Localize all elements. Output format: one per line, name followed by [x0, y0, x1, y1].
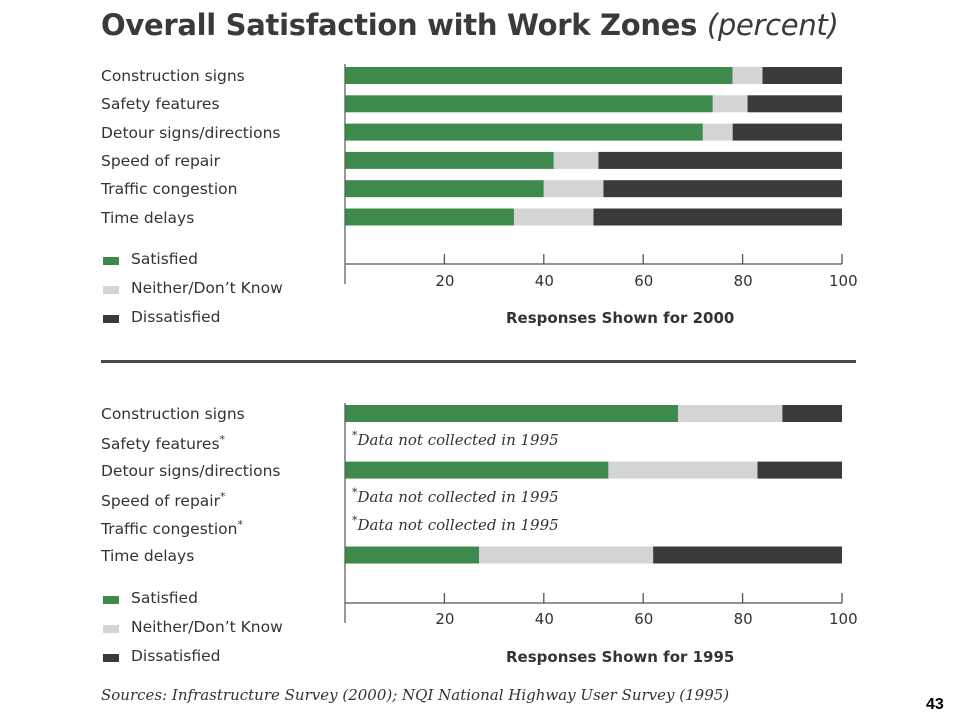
category-label: Safety features [101, 95, 220, 114]
category-label: Traffic congestion* [101, 518, 243, 539]
x-tick-label: 40 [534, 610, 554, 628]
x-tick-label: 60 [634, 272, 654, 290]
bar-segment-satisfied [345, 180, 544, 198]
bar-segment-dissatisfied [732, 123, 842, 141]
legend-label: Neither/Don’t Know [131, 618, 283, 636]
sources-note: Sources: Infrastructure Survey (2000); N… [101, 686, 730, 704]
not-collected-note: *Data not collected in 1995 [352, 485, 559, 506]
bar-segment-satisfied [345, 208, 514, 226]
title-text: Overall Satisfaction with Work Zones [101, 8, 698, 42]
panel-divider [101, 360, 856, 363]
bar-segment-neither [543, 180, 604, 198]
bar-segment-dissatisfied [653, 546, 842, 564]
asterisk-mark: * [219, 489, 226, 503]
legend-swatch-satisfied [103, 257, 119, 265]
category-label: Safety features* [101, 433, 226, 454]
not-collected-note: *Data not collected in 1995 [352, 429, 559, 450]
category-label: Detour signs/directions [101, 123, 281, 142]
bar-segment-dissatisfied [762, 67, 842, 84]
asterisk-mark: * [237, 518, 243, 532]
x-tick-label: 20 [435, 272, 455, 290]
x-tick-label: 100 [829, 272, 858, 290]
asterisk-mark: * [219, 433, 226, 447]
category-label: Time delays [101, 546, 195, 565]
legend-swatch-dissatisfied [103, 315, 119, 323]
legend-swatch-satisfied [103, 596, 119, 604]
category-label: Detour signs/directions [101, 461, 281, 480]
asterisk-mark: * [352, 514, 358, 528]
x-tick-label: 100 [829, 610, 858, 628]
bar-segment-neither [712, 95, 748, 113]
not-collected-note: *Data not collected in 1995 [352, 514, 559, 535]
legend-swatch-neither [103, 625, 119, 633]
category-label: Construction signs [101, 405, 245, 423]
bar-segment-satisfied [345, 67, 733, 84]
page-number: 43 [926, 696, 944, 713]
title-unit: (percent) [706, 8, 839, 42]
bar-segment-satisfied [345, 123, 703, 141]
x-tick-label: 20 [435, 610, 455, 628]
legend-label: Satisfied [131, 589, 198, 607]
bar-segment-neither [702, 123, 733, 141]
legend-swatch-neither [103, 286, 119, 294]
legend-label: Dissatisfied [131, 647, 221, 665]
legend-label: Dissatisfied [131, 308, 221, 326]
legend-label: Satisfied [131, 250, 198, 268]
category-label: Traffic congestion [101, 180, 238, 199]
x-tick-label: 80 [733, 272, 753, 290]
asterisk-mark: * [352, 485, 358, 499]
bar-segment-neither [479, 546, 654, 564]
x-tick-label: 80 [733, 610, 753, 628]
panel-title: Responses Shown for 1995 [506, 648, 735, 666]
category-label: Speed of repair [101, 151, 220, 170]
bar-segment-neither [608, 461, 758, 479]
x-tick-label: 60 [634, 610, 654, 628]
chart-title: Overall Satisfaction with Work Zones (pe… [101, 8, 839, 42]
bar-segment-satisfied [345, 151, 554, 169]
bar-segment-dissatisfied [757, 461, 842, 479]
bar-segment-dissatisfied [782, 405, 842, 422]
legend-swatch-dissatisfied [103, 654, 119, 662]
bar-segment-satisfied [345, 461, 609, 479]
bar-segment-dissatisfied [603, 180, 842, 198]
category-label: Speed of repair* [101, 489, 226, 511]
bar-segment-dissatisfied [598, 151, 842, 169]
bar-segment-neither [513, 208, 594, 226]
bar-segment-satisfied [345, 546, 480, 564]
bar-segment-neither [677, 405, 783, 422]
legend-label: Neither/Don’t Know [131, 279, 283, 297]
asterisk-mark: * [352, 429, 358, 443]
bar-segment-neither [732, 67, 763, 84]
bar-segment-dissatisfied [747, 95, 842, 113]
bar-segment-satisfied [345, 405, 678, 422]
panel-title: Responses Shown for 2000 [506, 309, 735, 327]
bar-segment-satisfied [345, 95, 713, 113]
bar-segment-dissatisfied [593, 208, 842, 226]
bar-segment-neither [553, 151, 599, 169]
category-label: Time delays [101, 208, 195, 227]
x-tick-label: 40 [534, 272, 554, 290]
category-label: Construction signs [101, 67, 245, 85]
